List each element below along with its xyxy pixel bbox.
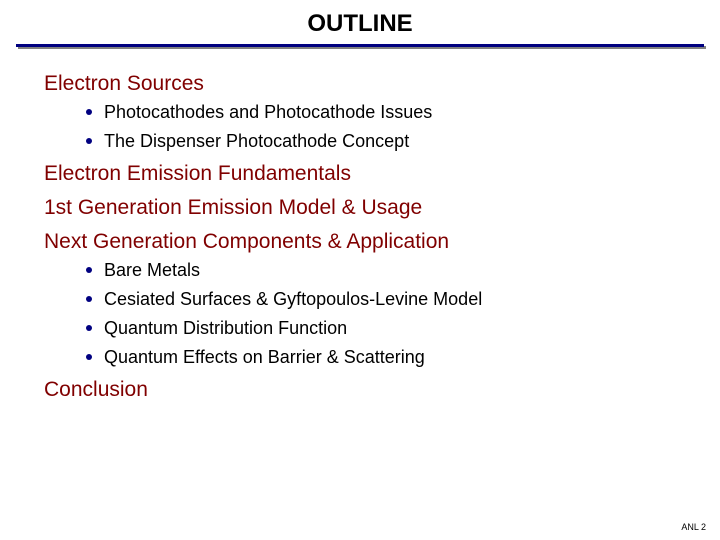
bullet-text: Quantum Effects on Barrier & Scattering	[104, 347, 425, 368]
list-item: The Dispenser Photocathode Concept	[86, 131, 720, 152]
bullet-text: Quantum Distribution Function	[104, 318, 347, 339]
section-heading: Electron Emission Fundamentals	[44, 162, 720, 186]
list-item: Quantum Distribution Function	[86, 318, 720, 339]
bullet-text: Photocathodes and Photocathode Issues	[104, 102, 432, 123]
list-item: Quantum Effects on Barrier & Scattering	[86, 347, 720, 368]
list-item: Photocathodes and Photocathode Issues	[86, 102, 720, 123]
title-underline	[16, 44, 704, 50]
bullet-list: Photocathodes and Photocathode Issues The…	[44, 102, 720, 152]
section: Next Generation Components & Application…	[44, 230, 720, 368]
bullet-icon	[86, 138, 92, 144]
section: Electron Sources Photocathodes and Photoc…	[44, 72, 720, 152]
footer-label: ANL 2	[681, 522, 706, 532]
bullet-text: The Dispenser Photocathode Concept	[104, 131, 409, 152]
section-heading: Conclusion	[44, 378, 720, 402]
bullet-icon	[86, 296, 92, 302]
bullet-icon	[86, 325, 92, 331]
list-item: Bare Metals	[86, 260, 720, 281]
section-heading: 1st Generation Emission Model & Usage	[44, 196, 720, 220]
list-item: Cesiated Surfaces & Gyftopoulos-Levine M…	[86, 289, 720, 310]
slide-title: OUTLINE	[307, 10, 412, 38]
bullet-icon	[86, 109, 92, 115]
section-heading: Electron Sources	[44, 72, 720, 96]
bullet-icon	[86, 267, 92, 273]
bullet-text: Bare Metals	[104, 260, 200, 281]
bullet-text: Cesiated Surfaces & Gyftopoulos-Levine M…	[104, 289, 482, 310]
section-heading: Next Generation Components & Application	[44, 230, 720, 254]
section: Conclusion	[44, 378, 720, 402]
section: 1st Generation Emission Model & Usage	[44, 196, 720, 220]
title-wrap: OUTLINE	[0, 0, 720, 38]
bullet-icon	[86, 354, 92, 360]
bullet-list: Bare Metals Cesiated Surfaces & Gyftopoul…	[44, 260, 720, 368]
title-underline-bar	[16, 44, 704, 47]
content-area: Electron Sources Photocathodes and Photoc…	[0, 50, 720, 402]
section: Electron Emission Fundamentals	[44, 162, 720, 186]
